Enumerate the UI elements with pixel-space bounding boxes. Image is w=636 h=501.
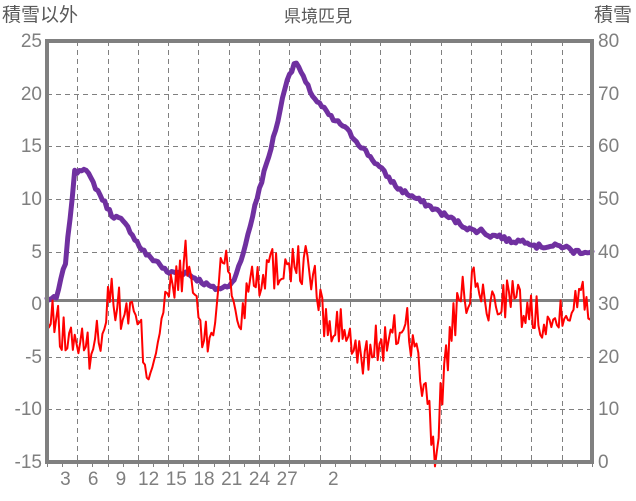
left-tick-label: 20 <box>20 83 42 105</box>
right-tick-label: 70 <box>598 83 620 105</box>
left-axis-caption: 積雪以外 <box>2 5 79 26</box>
vertical-gridlines <box>77 41 563 462</box>
left-tick-label: 0 <box>31 294 42 316</box>
left-tick-label: -15 <box>14 452 42 473</box>
left-tick-label: 25 <box>20 31 42 52</box>
left-tick-label: 5 <box>31 241 42 263</box>
right-tick-label: 40 <box>598 241 620 263</box>
x-tick-label: 12 <box>138 469 160 490</box>
x-axis-tick-marks <box>47 462 593 467</box>
x-tick-label: 9 <box>115 469 127 490</box>
page-title: 県境匹見 <box>284 7 352 26</box>
right-tick-label: 20 <box>598 346 620 368</box>
right-tick-label: 0 <box>598 452 609 473</box>
x-tick-label: 6 <box>87 469 99 490</box>
x-tick-label: 18 <box>193 469 215 490</box>
x-tick-label: 2 <box>328 469 339 490</box>
x-tick-label: 21 <box>221 469 243 490</box>
right-tick-label: 60 <box>598 136 620 158</box>
x-tick-label: 24 <box>248 469 271 490</box>
other-precip-line <box>46 239 593 468</box>
right-tick-label: 30 <box>598 294 620 316</box>
right-tick-label: 10 <box>598 399 620 421</box>
left-tick-label: 10 <box>20 188 42 210</box>
x-tick-label: 3 <box>60 469 71 490</box>
left-tick-label: 15 <box>20 136 42 158</box>
x-tick-label: 27 <box>276 469 298 490</box>
right-tick-label: 50 <box>598 188 620 210</box>
snow-depth-line <box>44 60 595 303</box>
left-tick-label: -5 <box>25 346 42 368</box>
x-tick-label: 15 <box>165 469 187 490</box>
left-tick-label: -10 <box>14 399 42 421</box>
right-axis-caption: 積雪 <box>593 5 632 26</box>
plot-border <box>45 39 594 464</box>
right-tick-label: 80 <box>598 31 620 52</box>
